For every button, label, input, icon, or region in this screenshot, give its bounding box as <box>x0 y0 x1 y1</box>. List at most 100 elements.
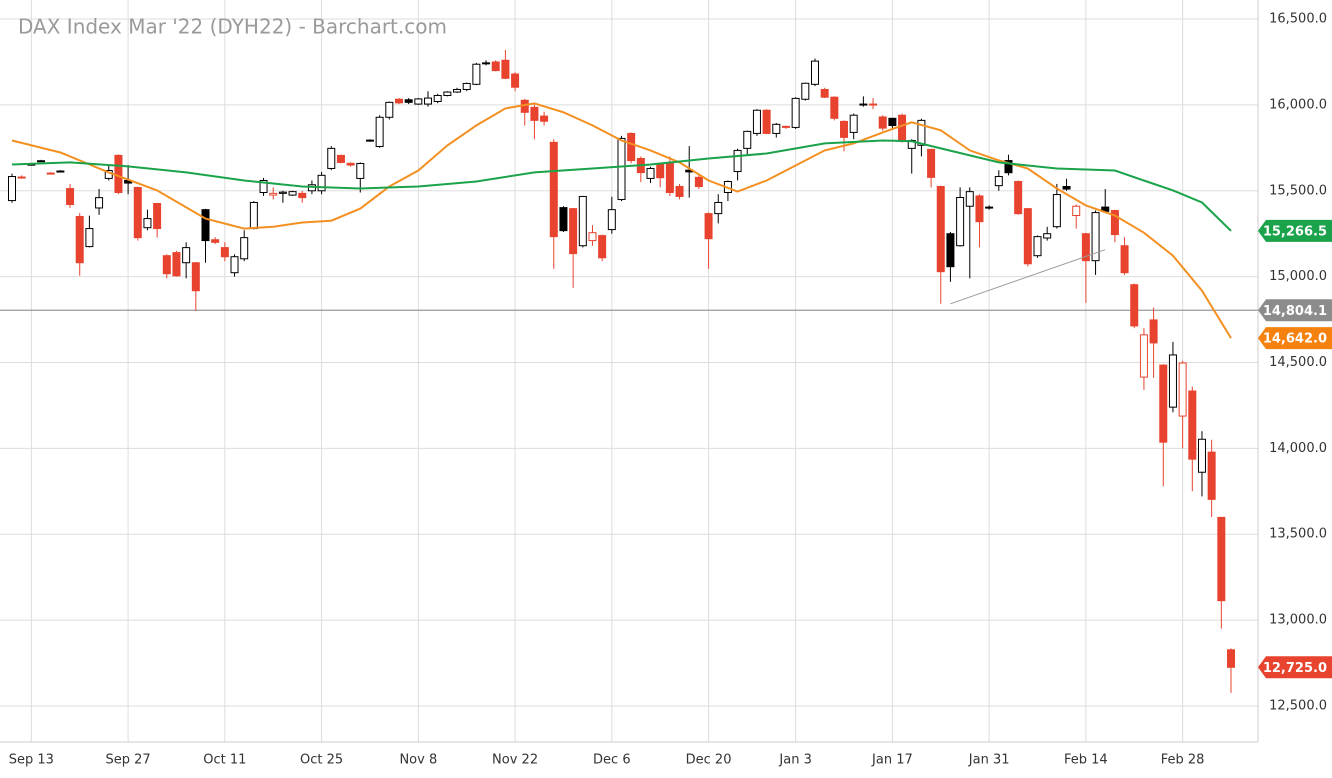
x-tick-label: Dec 6 <box>593 753 631 768</box>
candle-body <box>946 233 955 268</box>
x-tick-label: Sep 13 <box>9 753 54 768</box>
candle-body <box>172 252 181 277</box>
y-tick-label: 12,500.0 <box>1269 698 1327 713</box>
candle-body <box>588 232 597 242</box>
candle-body <box>956 196 965 247</box>
candle-body <box>298 192 307 199</box>
candle-body <box>404 99 413 103</box>
y-tick-label: 13,000.0 <box>1269 613 1327 628</box>
candle-body <box>46 172 55 175</box>
candle-body <box>346 162 355 166</box>
candle-body <box>656 162 665 179</box>
candle-body <box>1227 649 1235 668</box>
candle-body <box>578 195 587 247</box>
x-tick-label: Feb 14 <box>1064 753 1108 768</box>
candle-body <box>288 191 297 196</box>
candle-body <box>646 167 655 179</box>
moving-average-line <box>11 139 1232 232</box>
candle-body <box>1110 210 1119 236</box>
candle-body <box>1004 160 1013 174</box>
candle-body <box>433 94 442 102</box>
candle-body <box>1139 334 1148 378</box>
moving-average-line <box>11 102 1232 339</box>
candle-body <box>878 116 887 129</box>
candle-body <box>1130 284 1139 327</box>
candle-body <box>375 116 384 147</box>
candle-body <box>801 82 810 100</box>
candle-body <box>540 115 549 122</box>
candle-body <box>733 149 742 173</box>
price-tag-label: 15,266.5 <box>1263 224 1327 239</box>
y-tick-label: 14,000.0 <box>1269 441 1327 456</box>
candle-body <box>1197 438 1206 473</box>
candle-body <box>888 117 897 127</box>
candle-body <box>665 162 674 193</box>
candle-body <box>559 207 568 232</box>
candle-body <box>762 109 771 134</box>
candle-body <box>133 187 142 239</box>
chart-title: DAX Index Mar '22 (DYH22) - Barchart.com <box>18 15 447 39</box>
candle-body <box>394 98 403 104</box>
candle-body <box>917 119 926 146</box>
candle-body <box>1081 233 1090 262</box>
candle-body <box>598 235 607 259</box>
candle-body <box>859 103 868 106</box>
x-tick-label: Feb 28 <box>1161 753 1205 768</box>
trend-line <box>950 249 1106 305</box>
candle-body <box>114 154 123 193</box>
candle-body <box>462 82 471 90</box>
y-tick-label: 15,000.0 <box>1269 269 1327 284</box>
price-tag <box>1258 299 1332 322</box>
price-tag <box>1258 656 1332 679</box>
candle-body <box>1091 212 1100 262</box>
y-tick-label: 13,500.0 <box>1269 527 1327 542</box>
candle-body <box>1014 181 1023 215</box>
candle-body <box>230 256 239 274</box>
candle-body <box>849 114 858 133</box>
candle-body <box>211 239 220 243</box>
candle-body <box>840 120 849 138</box>
candle-body <box>1023 208 1032 265</box>
candle-body <box>1052 194 1061 228</box>
candle-body <box>607 209 616 231</box>
candle-body <box>336 154 345 163</box>
candle-body <box>743 130 752 149</box>
candle-body <box>781 125 790 128</box>
candle-body <box>820 88 829 98</box>
candle-body <box>259 179 268 193</box>
candle-body <box>511 73 520 88</box>
candle-body <box>143 218 152 229</box>
candle-body <box>1178 362 1187 417</box>
candle-body <box>772 123 781 134</box>
price-tag-label: 12,725.0 <box>1263 661 1327 676</box>
candle-body <box>1207 451 1216 500</box>
candle-body <box>501 59 510 79</box>
candle-body <box>162 255 171 275</box>
price-tag-label: 14,804.1 <box>1263 304 1327 319</box>
candle-body <box>927 148 936 178</box>
candle-body <box>491 61 500 72</box>
candle-body <box>1149 319 1158 344</box>
candle-body <box>965 191 974 207</box>
candle-body <box>869 103 878 106</box>
candle-body <box>201 209 210 242</box>
candle-body <box>356 162 365 179</box>
y-tick-label: 14,500.0 <box>1269 355 1327 370</box>
candle-body <box>191 262 200 292</box>
x-tick-label: Jan 3 <box>778 753 811 768</box>
candle-body <box>936 185 945 273</box>
candle-body <box>385 101 394 118</box>
candle-body <box>569 208 578 255</box>
candle-body <box>278 191 287 194</box>
candle-body <box>220 247 229 258</box>
candle-body <box>472 63 481 85</box>
candle-body <box>249 201 258 230</box>
x-tick-label: Sep 27 <box>106 753 151 768</box>
candle-body <box>694 176 703 187</box>
candle-body <box>365 139 374 142</box>
candle-body <box>443 91 452 96</box>
x-tick-label: Oct 11 <box>203 753 246 768</box>
candle-body <box>317 174 326 192</box>
